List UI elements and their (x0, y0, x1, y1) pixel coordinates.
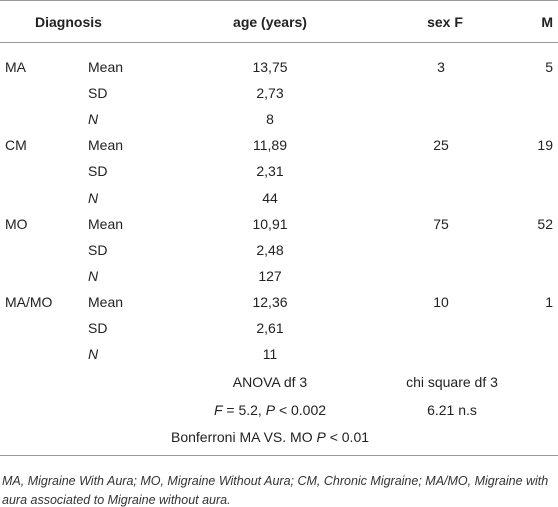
header-rule (0, 42, 558, 43)
sex-f-value: 75 (433, 215, 449, 232)
m-value: 5 (545, 59, 553, 75)
posthoc-part: < 0.01 (325, 429, 370, 445)
age-value: 44 (262, 189, 278, 206)
result-part: F (213, 402, 223, 418)
diagnosis: MO (5, 215, 28, 232)
m-value: 19 (537, 137, 553, 154)
top-rule (0, 0, 558, 1)
age-value: 11 (262, 346, 278, 363)
result-part: P (265, 402, 276, 418)
age-test: ANOVA df 3 (232, 374, 308, 390)
result-part: = 5.2, (222, 402, 266, 418)
diagnosis: MA (5, 59, 26, 75)
m-value: 52 (537, 215, 553, 232)
posthoc: Bonferroni MA VS. MO P < 0.01 (171, 428, 369, 446)
age-value: 2,61 (256, 320, 284, 336)
header-cell: Diagnosis (35, 14, 102, 30)
age-value: 2,48 (256, 241, 284, 258)
stat-label: SD (88, 241, 108, 258)
stat-label: Mean (88, 59, 124, 75)
diagnosis: CM (5, 137, 27, 154)
age-value: 12,36 (252, 293, 288, 310)
stat-label: Mean (88, 137, 124, 154)
posthoc-part: Bonferroni MA VS. MO (170, 429, 317, 445)
age-value: 127 (258, 267, 282, 284)
age-value: 13,75 (252, 59, 288, 75)
result-part: < 0.002 (275, 402, 327, 418)
header-cell: age (years) (233, 14, 307, 30)
stat-label: SD (88, 163, 108, 180)
stat-label: N (88, 189, 99, 206)
stat-label: Mean (88, 293, 124, 310)
sex-f-value: 10 (433, 293, 449, 310)
sex-result: 6.21 n.s (427, 402, 477, 418)
age-value: 8 (266, 111, 274, 128)
sex-f-value: 25 (433, 137, 449, 154)
stat-label: SD (88, 320, 108, 336)
stat-label: N (88, 267, 99, 284)
age-value: 10,91 (252, 215, 288, 232)
header-cell: sex F (427, 14, 463, 30)
m-value: 1 (545, 293, 553, 310)
stat-label: N (88, 111, 99, 128)
bottom-rule (0, 455, 558, 456)
sex-test: chi square df 3 (406, 374, 498, 390)
posthoc-part: P (316, 429, 326, 445)
stat-label: N (88, 346, 99, 363)
stat-label: Mean (88, 215, 124, 232)
age-result: F = 5.2, P < 0.002 (214, 401, 326, 419)
age-value: 2,31 (256, 163, 284, 180)
sex-f-value: 3 (437, 59, 445, 75)
stat-label: SD (88, 85, 108, 102)
footnote: MA, Migraine With Aura; MO, Migraine Wit… (2, 474, 549, 507)
header-cell: M (541, 14, 553, 30)
age-value: 2,73 (256, 85, 284, 102)
age-value: 11,89 (253, 137, 287, 154)
diagnosis: MA/MO (5, 293, 53, 310)
